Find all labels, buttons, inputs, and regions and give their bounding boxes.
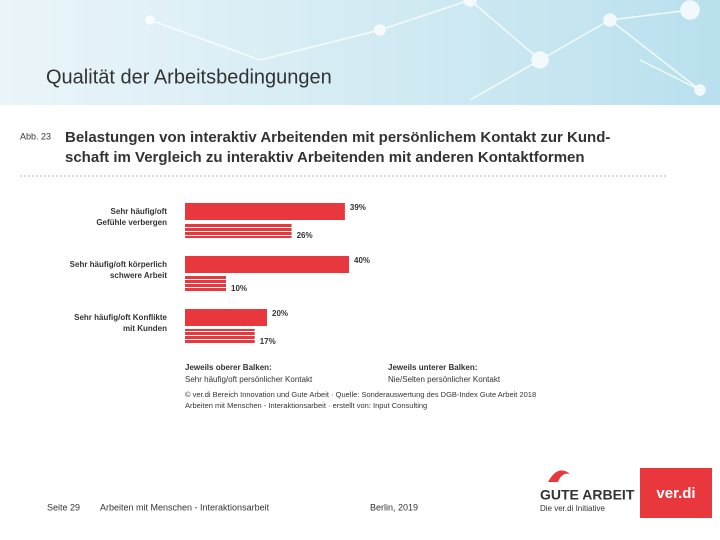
category-label: Gefühle verbergen bbox=[96, 218, 167, 227]
footer-date: Berlin, 2019 bbox=[370, 502, 418, 512]
legend-heading: Jeweils oberer Balken: bbox=[185, 363, 272, 372]
value-label: 40% bbox=[354, 256, 370, 265]
category-label: Sehr häufig/oft Konflikte bbox=[74, 313, 167, 322]
legend-entry: Nie/Selten persönlicher Kontakt bbox=[388, 375, 501, 384]
footer-topic: Arbeiten mit Menschen - Interaktionsarbe… bbox=[100, 502, 270, 512]
logo-mark bbox=[548, 470, 570, 482]
page-number: Seite 29 bbox=[47, 502, 80, 512]
source: © ver.di Bereich Innovation und Gute Arb… bbox=[185, 390, 536, 399]
legend-heading: Jeweils unterer Balken: bbox=[388, 363, 477, 372]
legend-entry: Sehr häufig/oft persönlicher Kontakt bbox=[185, 375, 313, 384]
category-label: schwere Arbeit bbox=[110, 271, 167, 280]
value-label: 10% bbox=[231, 284, 247, 293]
bar bbox=[185, 329, 255, 344]
bar bbox=[185, 276, 226, 291]
figure-title: schaft im Vergleich zu interaktiv Arbeit… bbox=[65, 149, 585, 166]
logo-gute-arbeit: GUTE ARBEIT bbox=[540, 487, 635, 503]
bar bbox=[185, 309, 267, 326]
banner bbox=[0, 0, 720, 105]
verdi-logo bbox=[640, 468, 712, 518]
chart: Sehr häufig/oft Gefühle verbergen 39% 26% Se… bbox=[70, 203, 370, 346]
value-label: 39% bbox=[350, 203, 366, 212]
bar bbox=[185, 223, 292, 238]
category-label: Sehr häufig/oft körperlich bbox=[70, 260, 167, 269]
value-label: 17% bbox=[260, 337, 276, 346]
category-label: Sehr häufig/oft bbox=[111, 207, 168, 216]
bar bbox=[185, 203, 345, 220]
value-label: 26% bbox=[297, 231, 313, 240]
slide-title: Qualität der Arbeitsbedingungen bbox=[46, 66, 332, 88]
source: Arbeiten mit Menschen - Interaktionsarbe… bbox=[185, 401, 427, 410]
category-label: mit Kunden bbox=[123, 324, 167, 333]
figure-title: Belastungen von interaktiv Arbeitenden m… bbox=[65, 129, 610, 146]
verdi-logo-text: ver.di bbox=[656, 485, 695, 502]
logo-initiative: Die ver.di Initiative bbox=[540, 504, 605, 513]
network-decoration bbox=[145, 0, 706, 101]
bar bbox=[185, 256, 349, 273]
value-label: 20% bbox=[272, 309, 288, 318]
figure-label: Abb. 23 bbox=[20, 131, 51, 141]
